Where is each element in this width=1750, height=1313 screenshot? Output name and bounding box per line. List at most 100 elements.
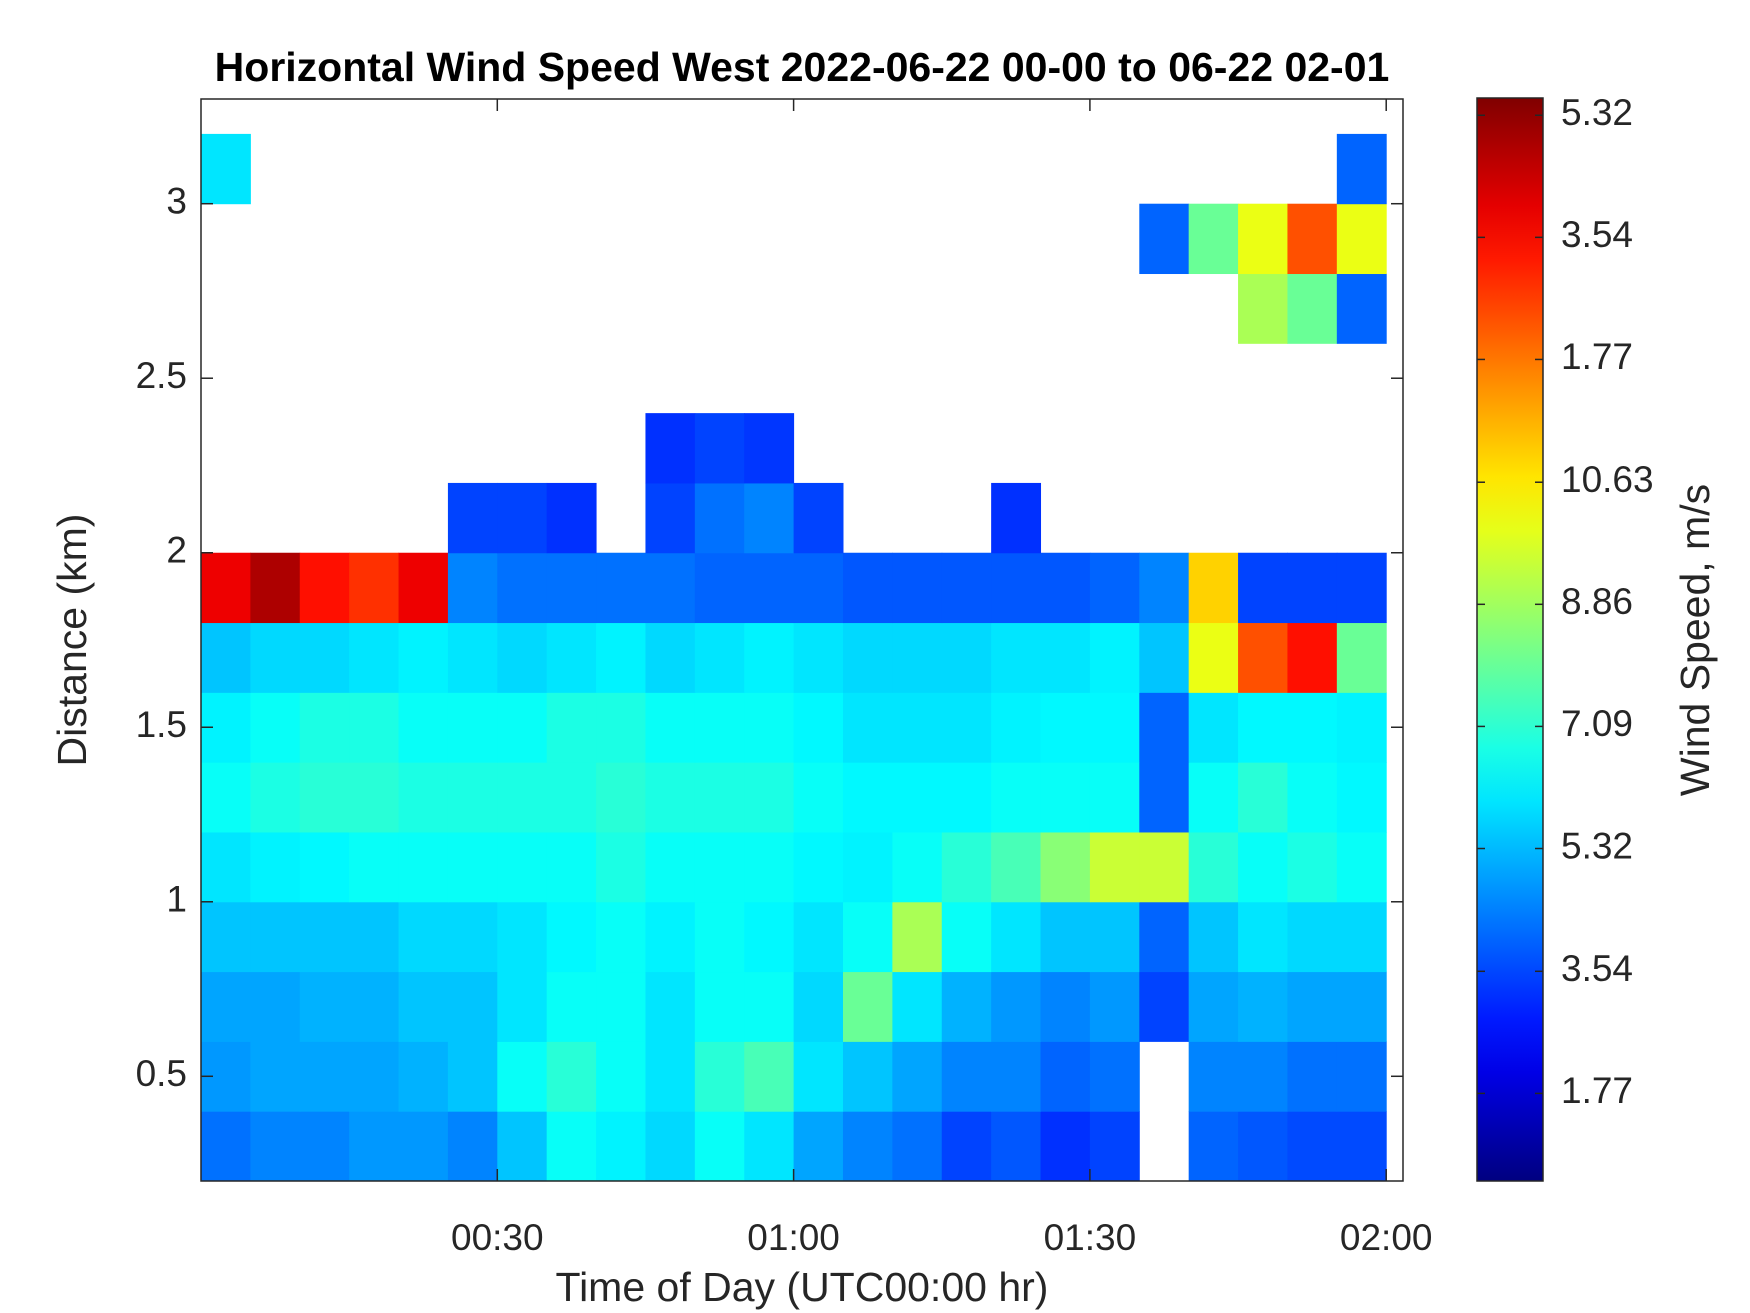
heatmap-cell <box>546 482 597 554</box>
heatmap-cell <box>991 762 1042 833</box>
heatmap-cell <box>645 831 696 903</box>
y-tick-label: 3 <box>166 180 187 221</box>
heatmap-cell <box>447 1111 498 1182</box>
heatmap-cell <box>497 831 548 903</box>
colorbar-tick-label: 1.77 <box>1561 336 1633 377</box>
heatmap-cell <box>1336 622 1387 693</box>
heatmap-cell <box>250 552 301 624</box>
heatmap-cell <box>1287 1111 1338 1182</box>
heatmap-cell <box>842 1041 893 1112</box>
heatmap-cell <box>694 552 745 624</box>
heatmap-cell <box>1089 1111 1140 1182</box>
heatmap-cell <box>497 901 548 973</box>
heatmap-cell <box>941 762 992 833</box>
heatmap-cell <box>497 482 548 554</box>
heatmap-cell <box>793 762 844 833</box>
heatmap-cell <box>201 1111 251 1182</box>
heatmap-cell <box>694 901 745 973</box>
heatmap-cell <box>1139 622 1190 693</box>
heatmap-cell <box>793 552 844 624</box>
heatmap-cell <box>299 762 350 833</box>
heatmap-cell <box>250 971 301 1042</box>
y-tick-label: 1.5 <box>136 704 187 745</box>
heatmap-cell <box>645 971 696 1042</box>
heatmap-cell <box>299 1111 350 1182</box>
heatmap-cell <box>1336 552 1387 624</box>
heatmap-cell <box>497 1111 548 1182</box>
heatmap-cell <box>546 552 597 624</box>
heatmap-cell <box>694 622 745 693</box>
heatmap-cell <box>941 901 992 973</box>
heatmap-cell <box>447 901 498 973</box>
heatmap-cell <box>991 692 1042 763</box>
heatmap-cell <box>1336 762 1387 833</box>
heatmap-cell <box>991 971 1042 1042</box>
heatmap-cell <box>596 762 646 833</box>
heatmap-cell <box>349 1041 400 1112</box>
heatmap-cell <box>1089 831 1140 903</box>
heatmap-cell <box>1287 1041 1338 1112</box>
heatmap-cell <box>744 482 795 554</box>
heatmap-cell <box>1238 831 1288 903</box>
x-tick-label: 01:30 <box>1044 1217 1137 1258</box>
heatmap-cell <box>1139 831 1190 903</box>
heatmap-cell <box>1287 552 1338 624</box>
heatmap-cell <box>1336 971 1387 1042</box>
heatmap-cell <box>991 552 1042 624</box>
heatmap-cell <box>546 1111 597 1182</box>
heatmap-cell <box>1336 831 1387 903</box>
heatmap-cell <box>744 552 795 624</box>
heatmap-cell <box>842 831 893 903</box>
heatmap-cell <box>842 901 893 973</box>
heatmap-cell <box>645 1041 696 1112</box>
heatmap-cell <box>793 1111 844 1182</box>
heatmap-cell <box>250 622 301 693</box>
heatmap-cell <box>1089 692 1140 763</box>
heatmap-cell <box>941 1041 992 1112</box>
heatmap-cell <box>842 1111 893 1182</box>
heatmap-cell <box>842 552 893 624</box>
y-tick-label: 2 <box>166 530 187 571</box>
heatmap-cell <box>299 901 350 973</box>
heatmap-cell <box>497 1041 548 1112</box>
heatmap-cell <box>201 552 251 624</box>
heatmap-cell <box>1336 203 1387 275</box>
heatmap-cell <box>1188 762 1239 833</box>
heatmap-cell <box>744 1111 795 1182</box>
heatmap-cell <box>447 692 498 763</box>
heatmap-cell <box>596 901 646 973</box>
heatmap-cell <box>299 552 350 624</box>
heatmap-cell <box>546 901 597 973</box>
colorbar-tick-label: 5.32 <box>1561 92 1633 133</box>
heatmap-cell <box>892 1111 943 1182</box>
heatmap-cell <box>793 831 844 903</box>
heatmap-cell <box>1188 1041 1239 1112</box>
heatmap-cell <box>299 1041 350 1112</box>
heatmap-cell <box>842 692 893 763</box>
heatmap-cell <box>744 831 795 903</box>
heatmap-cell <box>1089 1041 1140 1112</box>
heatmap-cell <box>991 901 1042 973</box>
heatmap-cell <box>1336 273 1387 344</box>
heatmap-cell <box>398 762 449 833</box>
heatmap-cell <box>1089 901 1140 973</box>
heatmap-cell <box>892 971 943 1042</box>
heatmap-cell <box>892 692 943 763</box>
heatmap-cell <box>941 692 992 763</box>
colorbar-tick-label: 1.77 <box>1561 1070 1633 1111</box>
heatmap-cell <box>744 971 795 1042</box>
heatmap-cell <box>398 552 449 624</box>
heatmap-cell <box>250 831 301 903</box>
heatmap-cell <box>1336 901 1387 973</box>
heatmap-cell <box>299 971 350 1042</box>
heatmap-cell <box>744 413 795 484</box>
heatmap-cell <box>349 692 400 763</box>
heatmap-cell <box>497 762 548 833</box>
colorbar-tick-label: 7.09 <box>1561 703 1633 744</box>
heatmap-cell <box>1287 692 1338 763</box>
heatmap-cell <box>991 1041 1042 1112</box>
heatmap-cell <box>497 971 548 1042</box>
heatmap-cell <box>398 971 449 1042</box>
y-axis-label: Distance (km) <box>49 514 95 767</box>
